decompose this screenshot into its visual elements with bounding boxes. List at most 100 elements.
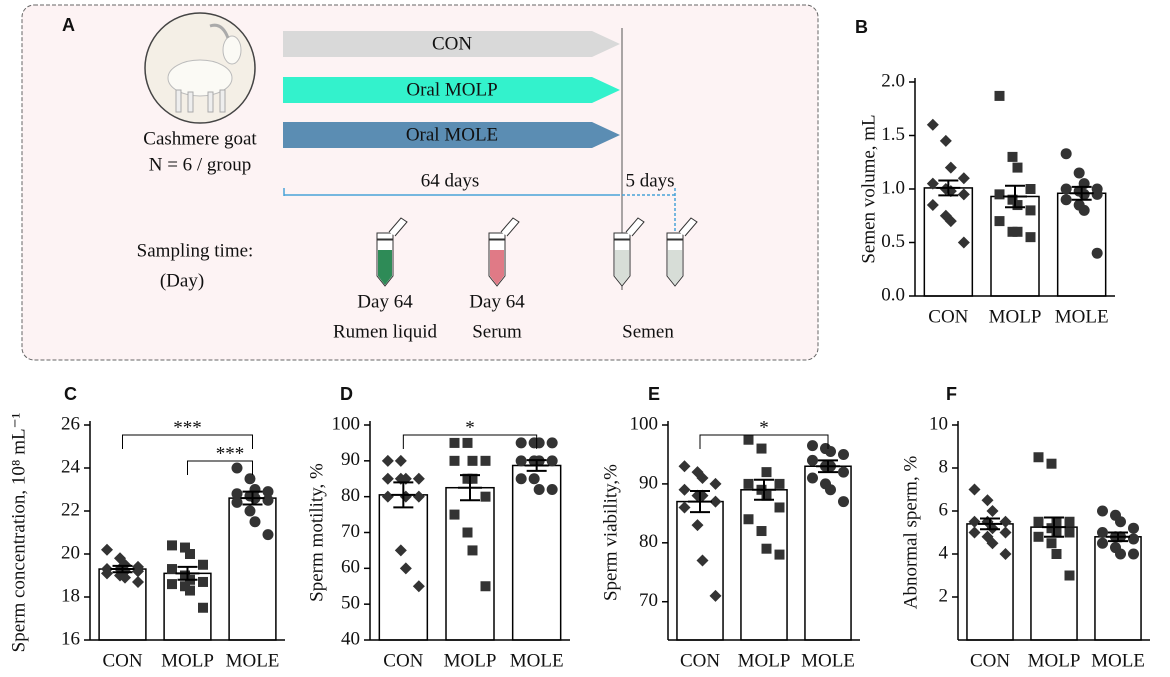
data-point <box>449 455 460 466</box>
bar <box>804 465 852 641</box>
y-axis-label: Semen volume, mL <box>858 114 879 263</box>
x-tick-label: CON <box>102 650 142 671</box>
duration-label: 5 days <box>625 170 674 191</box>
data-point <box>449 437 460 448</box>
pipette <box>388 217 408 237</box>
arrow-label: CON <box>432 33 472 54</box>
data-point <box>774 478 785 489</box>
data-point <box>231 462 243 474</box>
data-point <box>691 519 704 532</box>
data-point <box>412 490 425 503</box>
y-tick-label: 90 <box>341 449 360 470</box>
significance-label: *** <box>173 417 202 438</box>
x-tick-label: MOLE <box>801 650 855 671</box>
y-tick-label: 2 <box>939 585 949 606</box>
data-point <box>838 496 849 508</box>
data-point <box>462 437 473 448</box>
data-point <box>957 172 970 185</box>
data-point <box>761 543 772 554</box>
data-point <box>678 460 691 473</box>
panel-letter: E <box>648 384 660 404</box>
significance-bracket <box>187 460 253 475</box>
y-tick-label: 18 <box>61 585 80 606</box>
panel-letter: D <box>340 384 353 404</box>
treatment-arrow <box>283 31 620 57</box>
data-point <box>1091 188 1103 200</box>
y-tick-label: 40 <box>341 628 360 649</box>
data-point <box>1051 527 1062 538</box>
significance-bracket <box>699 434 829 449</box>
significance-label: *** <box>216 443 245 464</box>
data-point <box>1012 200 1023 211</box>
data-point <box>761 467 772 478</box>
data-point <box>709 589 722 602</box>
data-point <box>533 484 545 495</box>
y-tick-label: 16 <box>61 628 80 649</box>
y-tick-label: 1.0 <box>881 177 905 198</box>
data-point <box>756 526 767 537</box>
y-axis-label: Sperm motility, % <box>306 463 327 602</box>
data-point <box>1064 516 1075 527</box>
x-tick-label: CON <box>383 650 423 671</box>
data-point <box>198 602 208 613</box>
data-point <box>696 472 709 485</box>
data-point <box>244 505 256 517</box>
y-tick-label: 8 <box>939 456 949 477</box>
data-point <box>807 440 818 452</box>
data-point <box>546 455 558 467</box>
data-point <box>394 544 407 557</box>
significance-label: * <box>759 417 769 438</box>
data-point <box>838 448 849 460</box>
data-point <box>515 437 527 449</box>
data-point <box>1097 505 1108 517</box>
x-tick-label: CON <box>970 650 1010 671</box>
x-tick-label: MOLE <box>1091 650 1145 671</box>
data-point <box>825 484 836 496</box>
data-point <box>981 494 994 507</box>
data-point <box>1051 516 1062 527</box>
data-point <box>262 494 274 506</box>
data-point <box>381 454 394 467</box>
data-point <box>1046 458 1057 469</box>
group-label: N = 6 / group <box>149 154 252 175</box>
x-tick-label: MOLE <box>226 650 280 671</box>
data-point <box>381 472 394 485</box>
data-point <box>180 542 190 553</box>
data-point <box>480 491 491 502</box>
y-tick-label: 50 <box>341 593 360 614</box>
data-point <box>968 515 981 528</box>
data-point <box>101 543 113 556</box>
data-point <box>1007 151 1018 162</box>
y-axis-label: Sperm viability,% <box>600 464 621 601</box>
y-tick-label: 0.5 <box>881 231 905 252</box>
data-point <box>412 580 425 593</box>
data-point <box>533 437 545 449</box>
data-point <box>678 483 691 496</box>
sample-tube <box>668 250 682 285</box>
data-point <box>515 473 527 485</box>
data-point <box>198 576 208 587</box>
pipette <box>500 217 520 237</box>
treatment-arrow <box>283 122 620 148</box>
sample-tube <box>490 250 504 285</box>
data-point <box>1025 205 1036 216</box>
data-point <box>381 490 394 503</box>
y-tick-label: 80 <box>639 531 658 552</box>
sample-tube <box>613 232 631 240</box>
data-point <box>1060 148 1072 160</box>
data-point <box>994 90 1005 101</box>
data-point <box>926 177 939 190</box>
data-point <box>939 134 952 147</box>
significance-bracket <box>122 434 253 449</box>
sample-tube <box>376 232 394 240</box>
y-tick-label: 20 <box>61 542 80 563</box>
y-tick-label: 80 <box>341 485 360 506</box>
data-point <box>1033 531 1044 542</box>
data-point <box>1051 549 1062 559</box>
duration-label: 64 days <box>421 170 480 191</box>
data-point <box>761 490 772 501</box>
data-point <box>467 545 478 556</box>
goat-label: Cashmere goat <box>143 128 257 149</box>
panel-letter: C <box>64 384 77 404</box>
